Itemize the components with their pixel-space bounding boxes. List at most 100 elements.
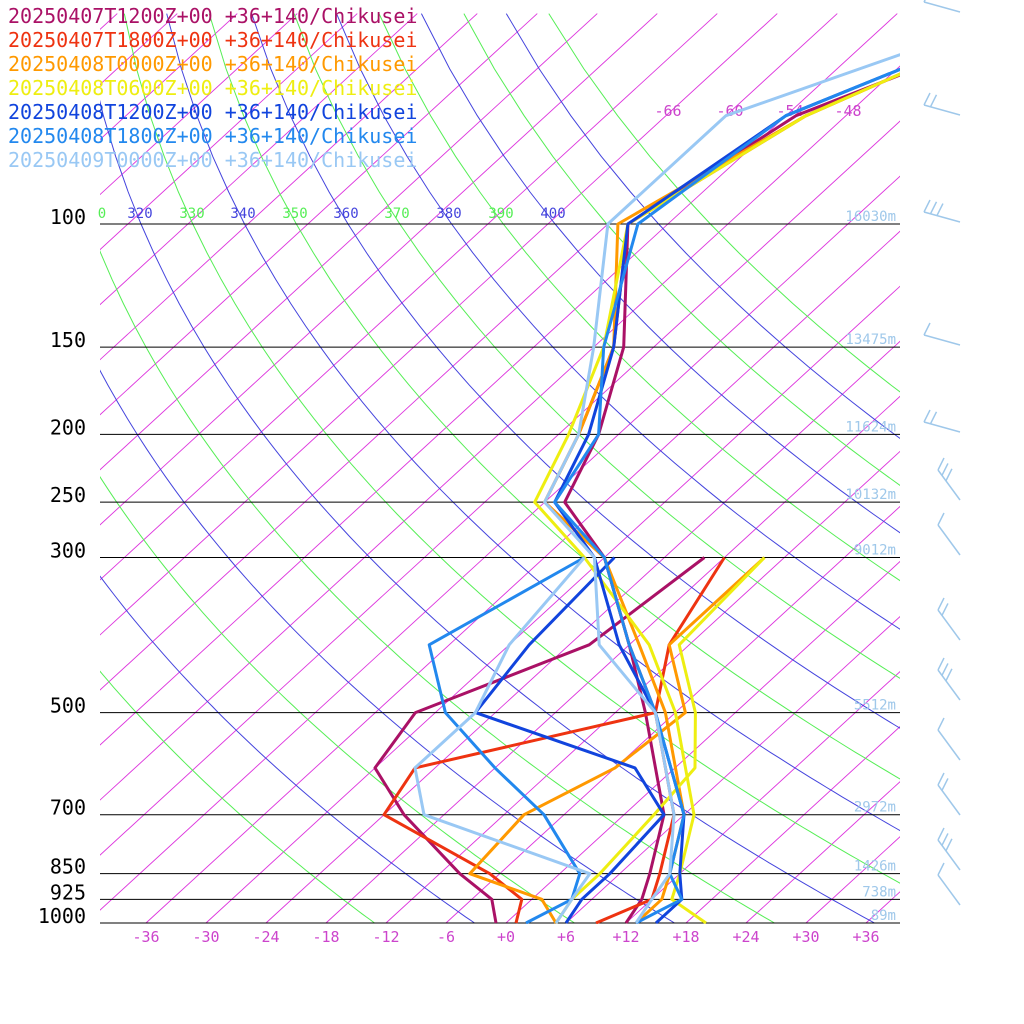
height-label: 13475m: [845, 332, 896, 348]
isotherm-line: [745, 781, 900, 924]
isotherm-line: [100, 13, 658, 526]
temperature-tick-label: -24: [252, 928, 279, 946]
temperature-line-2: [543, 72, 900, 924]
wind-barb-staff: [937, 609, 961, 641]
wind-barb-feather: [937, 862, 945, 876]
pressure-tick-label: 200: [50, 415, 86, 439]
height-label: 10132m: [845, 487, 896, 503]
wind-barb-feather: [941, 778, 949, 791]
wind-barb-feather: [937, 512, 945, 526]
wind-barb-staff: [923, 421, 961, 433]
isobar-lines: [100, 223, 900, 924]
isotherm-line: [145, 230, 900, 924]
temperature-line-6: [543, 53, 900, 924]
wind-barb: [937, 862, 961, 906]
theta-curve: [100, 476, 575, 924]
isotherm-line: [100, 13, 418, 306]
theta-curve: [463, 13, 900, 486]
isotherm-line: [265, 340, 900, 924]
pressure-tick-label: 300: [50, 539, 86, 563]
isotherm-line: [385, 450, 900, 924]
isotherm-line: [100, 13, 598, 471]
pressure-tick-label: 150: [50, 328, 86, 352]
height-label: 2972m: [854, 800, 896, 816]
wind-barb: [937, 597, 961, 641]
theta-curve: [166, 13, 900, 832]
wind-barb-staff: [937, 524, 961, 556]
upper-temperature-tick-label: -66: [654, 102, 681, 120]
theta-label: 320: [127, 206, 152, 222]
theta-curve: [100, 575, 475, 924]
wind-barb-feather: [923, 322, 931, 336]
isotherm-line: [926, 14, 1024, 923]
wind-barb-staff: [937, 729, 961, 761]
upper-temperature-tick-label: -60: [716, 102, 743, 120]
wind-barb-staff: [923, 104, 961, 116]
isotherm-line: [205, 285, 900, 924]
isotherm-lines: [100, 13, 1024, 924]
pressure-tick-label: 500: [50, 694, 86, 718]
isotherm-line: [100, 120, 900, 856]
temperature-tick-label: +30: [792, 928, 819, 946]
theta-labels: 0 320 330 340 350 360 370 380 390 400: [98, 206, 566, 222]
wind-barb-feather: [936, 203, 944, 216]
height-labels: 16030m 13475m 11624m 10132m 9012m 5512m 2972m 1…: [845, 209, 896, 924]
wind-barb-feather: [941, 463, 949, 476]
temperature-line-1: [543, 72, 900, 924]
wind-barb-feather: [937, 717, 945, 731]
wind-barb-feather: [923, 0, 926, 3]
theta-label: 400: [540, 206, 565, 222]
wind-barb-feather: [937, 772, 945, 786]
height-label: 89m: [871, 908, 896, 924]
wind-barb-staff: [923, 211, 961, 223]
isotherm-line: [565, 615, 900, 924]
legend-entry: 20250408T0000Z+00 +36+140/Chikusei: [8, 52, 417, 76]
theta-curve: [208, 13, 900, 780]
legend-entry: 20250409T0000Z+00 +36+140/Chikusei: [8, 148, 417, 172]
theta-curve: [420, 13, 900, 534]
wind-barb: [937, 827, 961, 871]
wind-barb-feather: [937, 457, 945, 471]
theta-curve: [100, 670, 375, 924]
wind-barb: [923, 92, 961, 116]
height-label: 1426m: [854, 859, 896, 875]
wind-barb-feather: [937, 597, 945, 611]
height-label: 9012m: [854, 543, 896, 559]
upper-temperature-tick-label: -48: [834, 102, 861, 120]
temperature-tick-label: +0: [497, 928, 515, 946]
pressure-tick-label: 1000: [38, 904, 86, 928]
wind-barb-feather: [923, 92, 931, 106]
isotherm-line: [100, 13, 358, 251]
pressure-tick-label: 925: [50, 880, 86, 904]
temperature-line-5: [553, 67, 900, 924]
wind-barb-feather: [945, 468, 953, 482]
wind-barb: [937, 717, 961, 761]
temperature-tick-label: -6: [437, 928, 455, 946]
theta-curve: [100, 250, 775, 924]
isotherm-line: [805, 836, 900, 924]
wind-barb-staff: [937, 874, 961, 906]
dewpoint-line-0: [373, 556, 706, 924]
theta-curve: [548, 13, 900, 393]
legend-entry: 20250408T1800Z+00 +36+140/Chikusei: [8, 124, 417, 148]
temperature-tick-label: -12: [372, 928, 399, 946]
theta-curve: [251, 13, 900, 729]
pressure-tick-label: 850: [50, 855, 86, 879]
wind-barb-staff: [923, 1, 961, 13]
isotherm-line: [100, 13, 538, 416]
theta-label: 330: [179, 206, 204, 222]
theta-label: 350: [282, 206, 307, 222]
wind-barb-feather: [945, 838, 953, 852]
wind-barb-staff: [937, 784, 961, 816]
isotherm-line: [100, 13, 298, 196]
temperature-tick-label: +18: [672, 928, 699, 946]
wind-barb: [937, 657, 961, 701]
sounding-series: [373, 53, 900, 924]
theta-label: 340: [230, 206, 255, 222]
wind-barb-feather: [923, 199, 931, 213]
isotherm-line: [100, 13, 778, 636]
wind-barb-feather: [929, 201, 938, 215]
temperature-tick-label: +6: [557, 928, 575, 946]
